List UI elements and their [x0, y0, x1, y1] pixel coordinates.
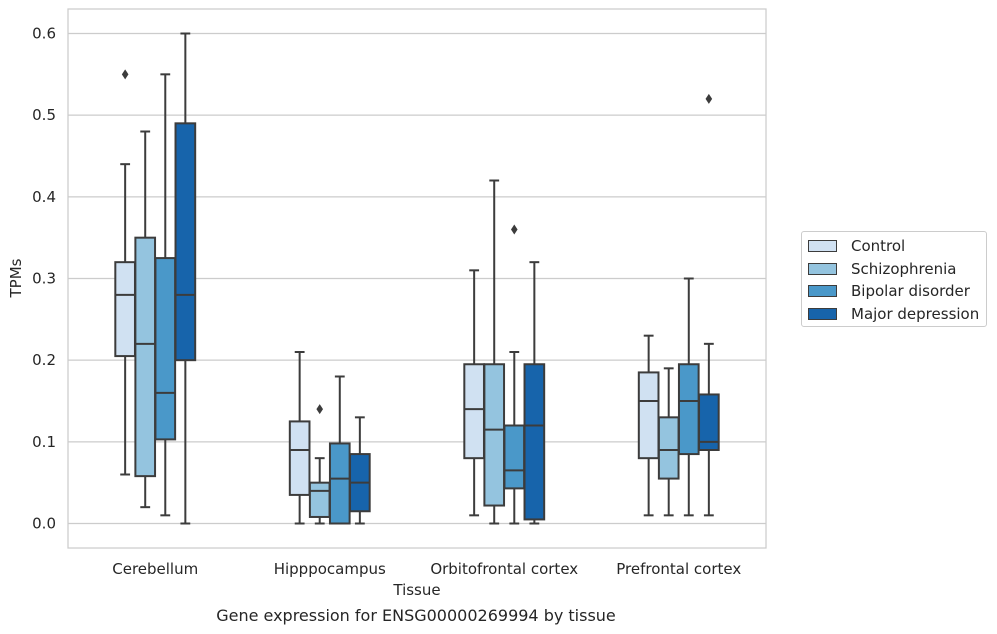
legend-label: Bipolar disorder — [851, 282, 970, 301]
box-2-2 — [503, 224, 526, 525]
legend-label: Major depression — [851, 304, 980, 323]
x-axis-label: Tissue — [392, 581, 440, 599]
box-2-0 — [463, 269, 485, 517]
box-iqr — [677, 363, 700, 456]
box-iqr — [698, 393, 720, 452]
legend-item: Control — [808, 235, 980, 258]
y-tick-label: 0.2 — [32, 351, 56, 369]
box-0-0 — [114, 69, 136, 476]
x-tick-labels: Cerebellum Hipppocampus Orbitofrontal cort… — [112, 560, 741, 578]
outlier-marker — [316, 404, 324, 415]
box-0-1 — [134, 130, 157, 509]
x-tick-label: Hipppocampus — [274, 560, 386, 578]
legend-swatch — [808, 285, 837, 298]
box-1-3 — [349, 416, 371, 525]
box-3-1 — [657, 367, 680, 517]
x-tick-label: Prefrontal cortex — [616, 560, 741, 578]
y-tick-label: 0.6 — [32, 25, 56, 43]
x-tick-label: Cerebellum — [112, 560, 198, 578]
box-1-0 — [288, 351, 311, 525]
legend-item: Bipolar disorder — [808, 280, 980, 303]
box-3-0 — [637, 334, 660, 517]
y-tick-label: 0.4 — [32, 188, 56, 206]
y-tick-label: 0.5 — [32, 106, 56, 124]
box-iqr — [328, 442, 351, 525]
plot-area-frame — [67, 8, 767, 549]
box-iqr — [288, 420, 311, 496]
box-1-1 — [308, 404, 331, 525]
legend-item: Major depression — [808, 303, 980, 326]
legend-label: Schizophrenia — [851, 259, 957, 278]
legend-item: Schizophrenia — [808, 258, 980, 281]
box-2-3 — [523, 261, 546, 525]
y-tick-label: 0.3 — [32, 270, 56, 288]
legend-swatch — [808, 240, 837, 253]
box-iqr — [114, 261, 136, 358]
y-tick-label: 0.0 — [32, 515, 56, 533]
box-iqr — [503, 424, 526, 490]
chart-legend: Control Schizophrenia Bipolar disorder Majo… — [801, 231, 987, 327]
figure-caption: Gene expression for ENSG00000269994 by t… — [216, 606, 616, 625]
box-iqr — [308, 481, 331, 518]
box-iqr — [174, 122, 197, 362]
outlier-marker — [705, 93, 713, 104]
box-iqr — [637, 371, 660, 460]
box-3-2 — [677, 277, 700, 517]
legend-label: Control — [851, 237, 906, 256]
legend-swatch — [808, 307, 837, 320]
box-iqr — [154, 257, 177, 441]
box-iqr — [483, 363, 506, 507]
box-3-3 — [698, 93, 720, 517]
box-iqr — [657, 416, 680, 480]
y-tick-labels: 0.0 0.1 0.2 0.3 0.4 0.5 0.6 — [32, 25, 56, 533]
legend-swatch — [808, 262, 837, 275]
box-groups — [114, 32, 720, 525]
box-2-1 — [483, 179, 506, 525]
outlier-marker — [510, 224, 518, 235]
box-1-2 — [328, 375, 351, 525]
y-tick-label: 0.1 — [32, 433, 56, 451]
box-0-3 — [174, 32, 197, 525]
box-iqr — [134, 236, 157, 478]
box-iqr — [463, 363, 485, 460]
y-axis-label: TPMs — [7, 258, 25, 298]
box-iqr — [523, 363, 546, 521]
outlier-marker — [121, 69, 129, 80]
box-0-2 — [154, 73, 177, 517]
x-tick-label: Orbitofrontal cortex — [430, 560, 578, 578]
